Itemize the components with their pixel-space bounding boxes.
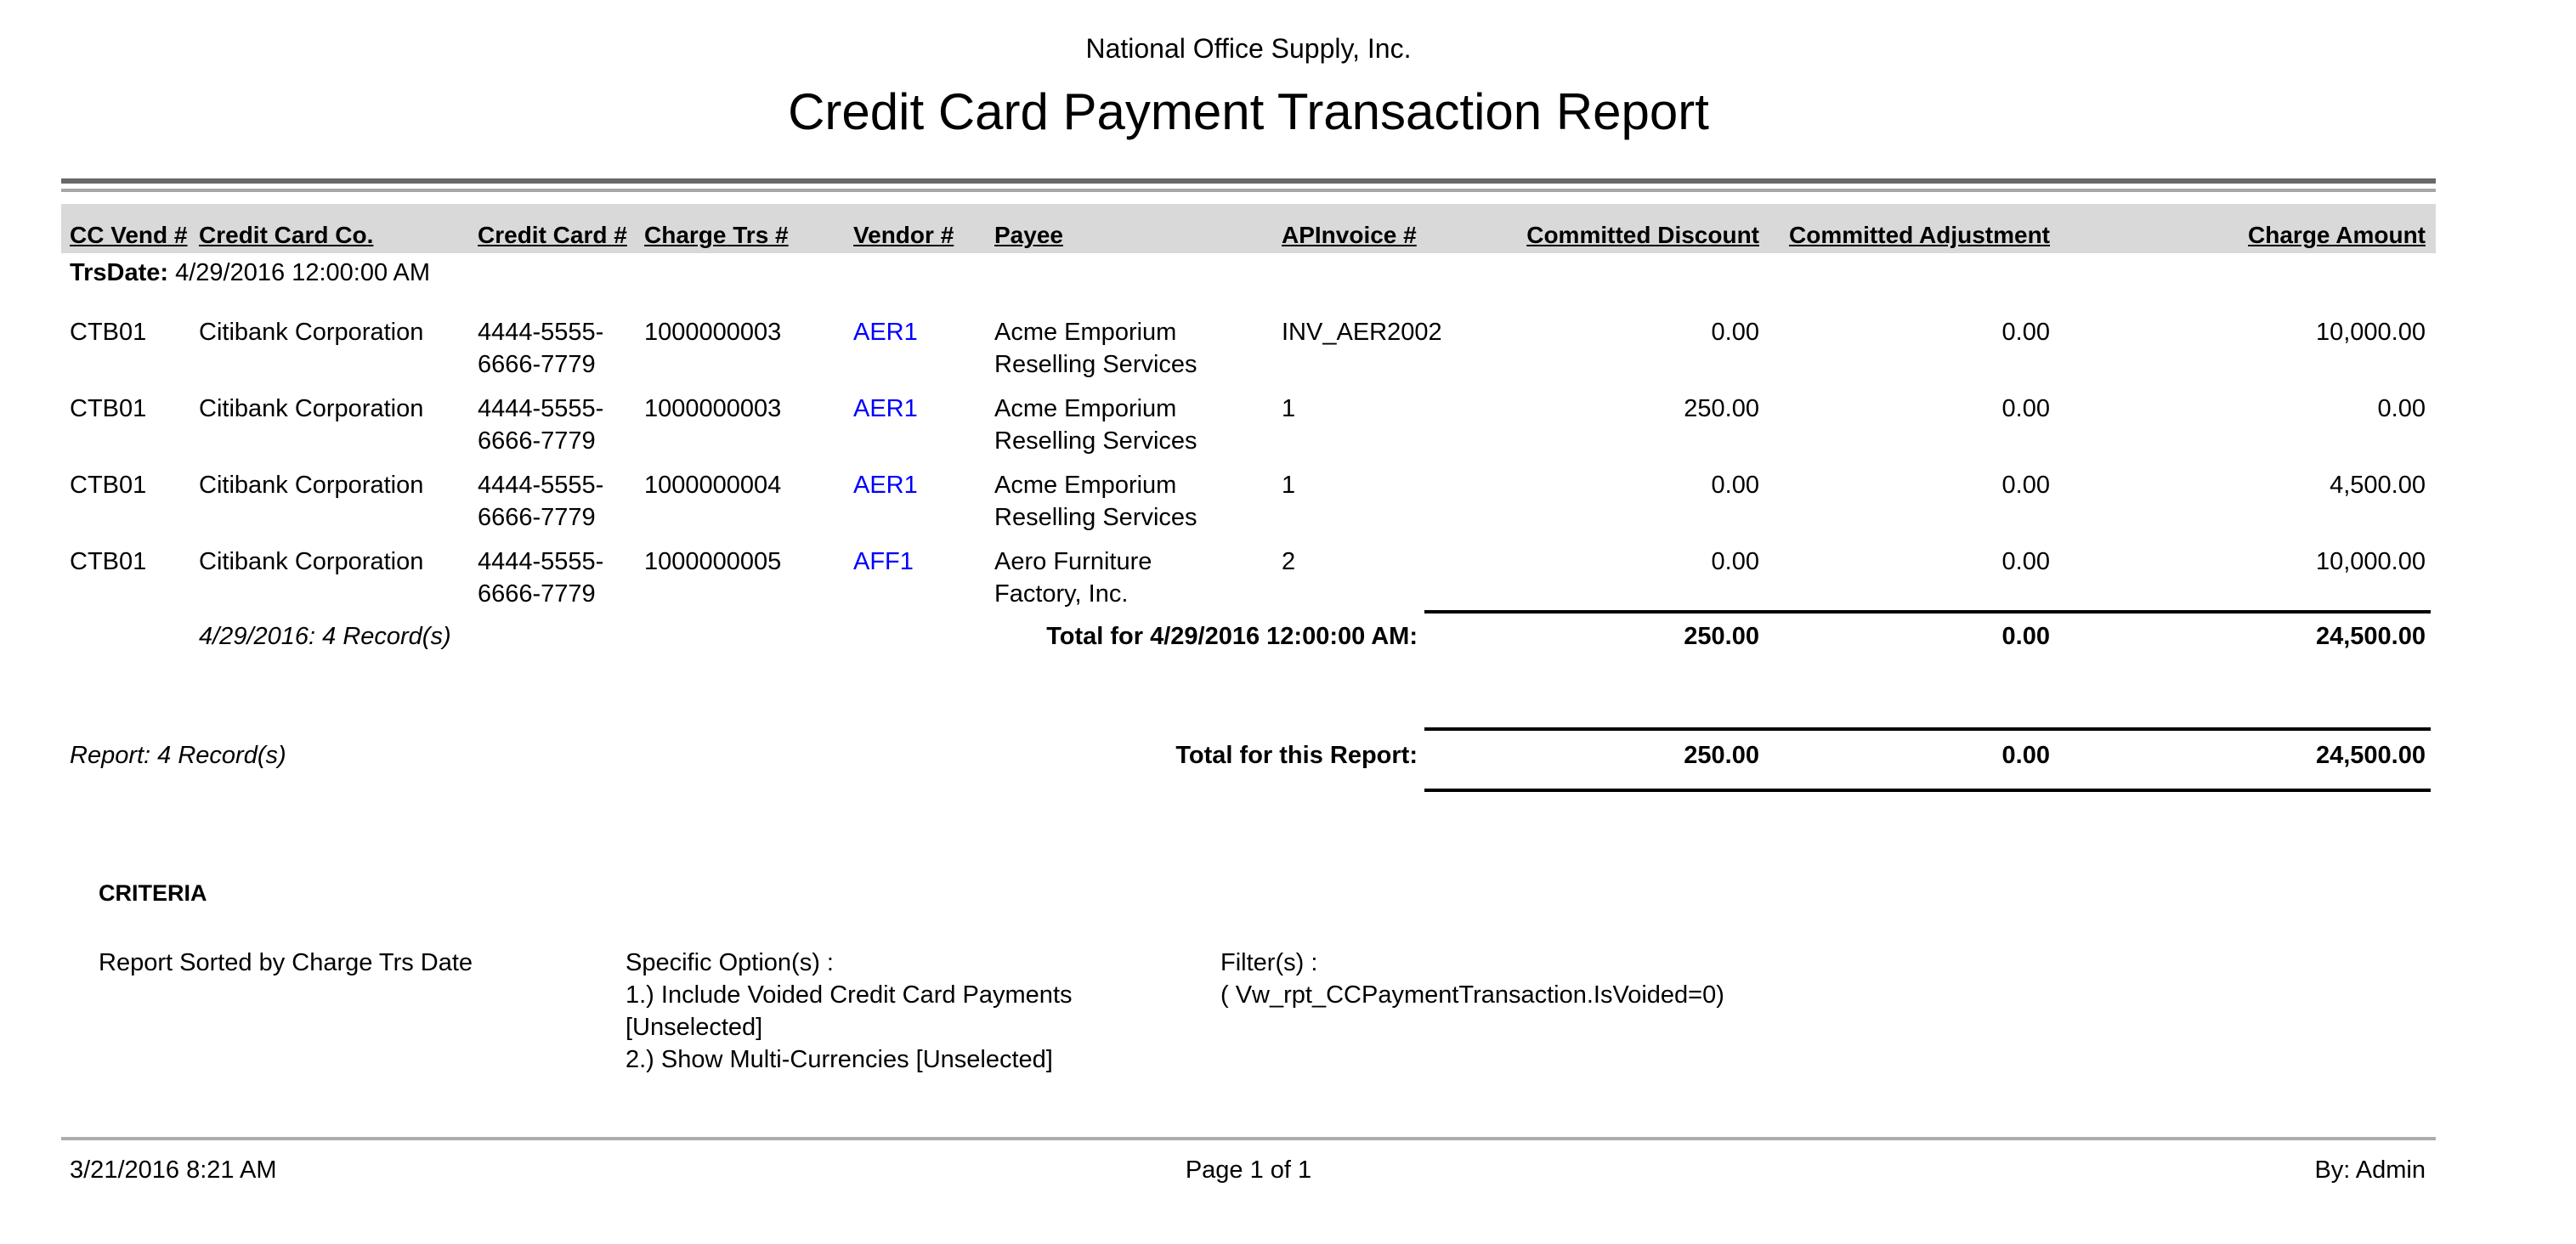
criteria-filter-1: ( Vw_rpt_CCPaymentTransaction.IsVoided=0… <box>1220 982 1724 1009</box>
cell-charge-amount: 4,500.00 <box>2330 472 2426 500</box>
criteria-options-label: Specific Option(s) : <box>626 950 834 977</box>
cell-credit-card: 4444-5555- 6666-7779 <box>478 472 604 531</box>
cell-vendor: AFF1 <box>853 546 994 622</box>
column-header-payee: Payee <box>994 221 1063 248</box>
cell-credit-card: 4444-5555- 6666-7779 <box>478 319 604 378</box>
cell-cc-vend: CTB01 <box>70 396 147 423</box>
title-divider-top <box>61 178 2436 184</box>
column-header-vendor: Vendor # <box>853 221 954 248</box>
cell-credit-card-co: Citibank Corporation <box>199 319 424 347</box>
cell-vendor: AER1 <box>853 393 994 469</box>
cell-committed-discount: 0.00 <box>1711 319 1759 347</box>
report-total-discount: 250.00 <box>1684 743 1759 770</box>
footer-page-number: Page 1 of 1 <box>1185 1157 1312 1185</box>
cell-committed-adjustment: 0.00 <box>2001 549 2050 576</box>
cell-vendor: AER1 <box>853 316 994 393</box>
criteria-option-2: 2.) Show Multi-Currencies [Unselected] <box>626 1047 1053 1074</box>
group-total-label: Total for 4/29/2016 12:00:00 AM: <box>1046 624 1418 651</box>
column-header-charge-trs: Charge Trs # <box>644 221 789 248</box>
cell-committed-adjustment: 0.00 <box>2001 396 2050 423</box>
footer: 3/21/2016 8:21 AM Page 1 of 1 By: Admin <box>61 1156 2436 1186</box>
cell-cc-vend: CTB01 <box>70 319 147 347</box>
cell-committed-discount: 0.00 <box>1711 472 1759 500</box>
transaction-table: CTB01 Citibank Corporation 4444-5555- 66… <box>61 316 2436 622</box>
column-header-credit-card: Credit Card # <box>478 221 627 248</box>
criteria-filters: Filter(s) : ( Vw_rpt_CCPaymentTransactio… <box>1220 948 1781 1013</box>
cell-payee: Acme Emporium Reselling Services <box>994 319 1197 378</box>
cell-charge-amount: 10,000.00 <box>2315 319 2426 347</box>
cell-charge-trs: 1000000003 <box>644 319 782 347</box>
group-total-adjustment: 0.00 <box>2001 624 2050 651</box>
report-total-row: Report: 4 Record(s) Total for this Repor… <box>61 741 2436 772</box>
cell-vendor: AER1 <box>853 469 994 546</box>
group-header: TrsDate: 4/29/2016 12:00:00 AM <box>70 258 430 289</box>
title-divider-bottom <box>61 189 2436 192</box>
cell-charge-trs: 1000000004 <box>644 472 782 500</box>
column-header-committed-discount: Committed Discount <box>1526 221 1759 248</box>
cell-cc-vend: CTB01 <box>70 472 147 500</box>
vendor-link[interactable]: AER1 <box>853 396 918 423</box>
cell-credit-card: 4444-5555- 6666-7779 <box>478 396 604 455</box>
table-header-row: CC Vend # Credit Card Co. Credit Card # … <box>61 204 2436 253</box>
vendor-link[interactable]: AER1 <box>853 319 918 347</box>
vendor-link[interactable]: AER1 <box>853 472 918 500</box>
column-header-committed-adjustment: Committed Adjustment <box>1789 221 2050 248</box>
group-record-count: 4/29/2016: 4 Record(s) <box>199 624 451 651</box>
cell-payee: Acme Emporium Reselling Services <box>994 472 1197 531</box>
column-header-charge-amount: Charge Amount <box>2248 221 2426 248</box>
group-total-charge: 24,500.00 <box>2315 624 2426 651</box>
report-record-count: Report: 4 Record(s) <box>70 743 286 770</box>
criteria-option-1: 1.) Include Voided Credit Card Payments … <box>626 982 1073 1042</box>
criteria-options: Specific Option(s) : 1.) Include Voided … <box>626 948 1129 1077</box>
cell-committed-discount: 0.00 <box>1711 549 1759 576</box>
cell-charge-trs: 1000000005 <box>644 549 782 576</box>
cell-committed-adjustment: 0.00 <box>2001 472 2050 500</box>
cell-credit-card-co: Citibank Corporation <box>199 549 424 576</box>
footer-generated-by: By: Admin <box>2314 1157 2426 1185</box>
company-name: National Office Supply, Inc. <box>1085 36 1412 65</box>
report-total-rule-top <box>1424 727 2431 731</box>
cell-cc-vend: CTB01 <box>70 549 147 576</box>
column-header-ap-invoice: APInvoice # <box>1282 221 1417 248</box>
cell-committed-discount: 250.00 <box>1684 396 1759 423</box>
group-total-discount: 250.00 <box>1684 624 1759 651</box>
criteria-sorted-by: Report Sorted by Charge Trs Date <box>99 950 473 977</box>
group-header-label: TrsDate: <box>70 260 169 287</box>
criteria-filters-label: Filter(s) : <box>1220 950 1318 977</box>
report-total-label: Total for this Report: <box>1175 743 1418 770</box>
cell-ap-invoice: 1 <box>1282 472 1296 500</box>
footer-divider <box>61 1137 2436 1140</box>
column-header-cc-vend: CC Vend # <box>70 221 188 248</box>
group-header-date: 4/29/2016 12:00:00 AM <box>168 260 431 287</box>
vendor-link[interactable]: AFF1 <box>853 549 914 576</box>
cell-ap-invoice: INV_AER2002 <box>1282 319 1442 347</box>
cell-payee: Aero Furniture Factory, Inc. <box>994 549 1152 608</box>
criteria-title: CRITERIA <box>99 880 207 906</box>
cell-credit-card: 4444-5555- 6666-7779 <box>478 549 604 608</box>
cell-ap-invoice: 1 <box>1282 396 1296 423</box>
cell-charge-trs: 1000000003 <box>644 396 782 423</box>
cell-payee: Acme Emporium Reselling Services <box>994 396 1197 455</box>
report-total-adjustment: 0.00 <box>2001 743 2050 770</box>
cell-credit-card-co: Citibank Corporation <box>199 396 424 423</box>
group-total-row: 4/29/2016: 4 Record(s) Total for 4/29/20… <box>61 622 2436 653</box>
column-header-credit-card-co: Credit Card Co. <box>199 221 374 248</box>
footer-generated-timestamp: 3/21/2016 8:21 AM <box>70 1157 277 1185</box>
cell-ap-invoice: 2 <box>1282 549 1296 576</box>
cell-credit-card-co: Citibank Corporation <box>199 472 424 500</box>
cell-charge-amount: 10,000.00 <box>2315 549 2426 576</box>
report-total-rule-bottom <box>1424 789 2431 792</box>
cell-committed-adjustment: 0.00 <box>2001 319 2050 347</box>
report-title: Credit Card Payment Transaction Report <box>788 85 1709 141</box>
cell-charge-amount: 0.00 <box>2377 396 2426 423</box>
group-total-rule <box>1424 610 2431 614</box>
report-total-charge: 24,500.00 <box>2315 743 2426 770</box>
